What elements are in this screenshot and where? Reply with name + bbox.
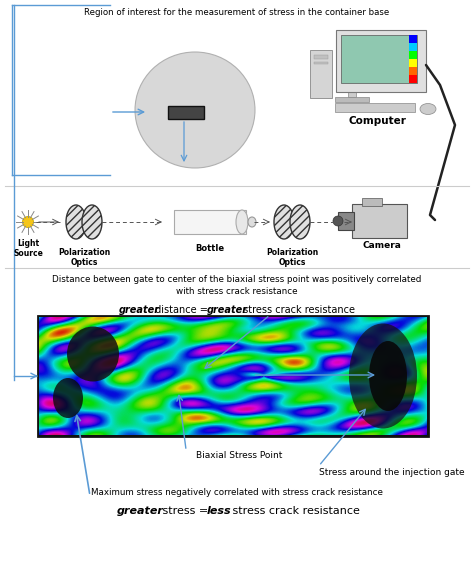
Bar — [336, 30, 426, 92]
Bar — [352, 204, 407, 238]
Ellipse shape — [22, 217, 34, 227]
Bar — [409, 51, 417, 59]
Bar — [335, 97, 369, 102]
Text: with stress crack resistance: with stress crack resistance — [176, 287, 298, 296]
Text: Computer: Computer — [348, 116, 406, 126]
Text: stress =: stress = — [159, 506, 212, 516]
Bar — [409, 43, 417, 51]
Bar — [168, 106, 204, 119]
Bar — [174, 210, 246, 234]
Bar — [409, 67, 417, 75]
Text: Maximum stress negatively correlated with stress crack resistance: Maximum stress negatively correlated wit… — [91, 488, 383, 497]
Ellipse shape — [66, 205, 86, 239]
Text: Bottle: Bottle — [195, 244, 225, 253]
Ellipse shape — [236, 210, 248, 234]
Text: less: less — [207, 506, 232, 516]
Text: stress crack resistance: stress crack resistance — [240, 305, 355, 315]
Ellipse shape — [369, 341, 407, 411]
Ellipse shape — [290, 205, 310, 239]
Bar — [314, 55, 328, 59]
Bar — [38, 316, 428, 436]
Text: distance =: distance = — [152, 305, 211, 315]
Bar — [335, 103, 415, 112]
Text: Biaxial Stress Point: Biaxial Stress Point — [196, 451, 283, 460]
Text: greater: greater — [207, 305, 248, 315]
Bar — [338, 212, 354, 230]
Text: stress crack resistance: stress crack resistance — [229, 506, 360, 516]
Bar — [310, 50, 332, 98]
Ellipse shape — [420, 104, 436, 114]
Bar — [362, 198, 382, 206]
Ellipse shape — [67, 327, 119, 382]
Text: Light
Source: Light Source — [13, 239, 43, 258]
Text: Polarization
Optics: Polarization Optics — [58, 248, 110, 267]
Ellipse shape — [274, 205, 294, 239]
Text: Stress around the injection gate: Stress around the injection gate — [319, 468, 465, 477]
Text: Region of interest for the measurement of stress in the container base: Region of interest for the measurement o… — [84, 8, 390, 17]
Ellipse shape — [248, 217, 256, 227]
Ellipse shape — [135, 52, 255, 168]
Bar — [348, 85, 356, 97]
Text: greater: greater — [119, 305, 160, 315]
Ellipse shape — [349, 324, 417, 428]
Text: Camera: Camera — [362, 241, 401, 250]
Text: Polarization
Optics: Polarization Optics — [266, 248, 318, 267]
Ellipse shape — [82, 205, 102, 239]
Bar — [409, 59, 417, 67]
Text: greater: greater — [117, 506, 164, 516]
Bar — [409, 35, 417, 43]
Bar — [314, 62, 328, 64]
Bar — [409, 75, 417, 83]
Text: Distance between gate to center of the biaxial stress point was positively corre: Distance between gate to center of the b… — [52, 275, 422, 284]
Ellipse shape — [53, 378, 83, 418]
Ellipse shape — [333, 216, 343, 226]
Bar — [341, 35, 417, 83]
